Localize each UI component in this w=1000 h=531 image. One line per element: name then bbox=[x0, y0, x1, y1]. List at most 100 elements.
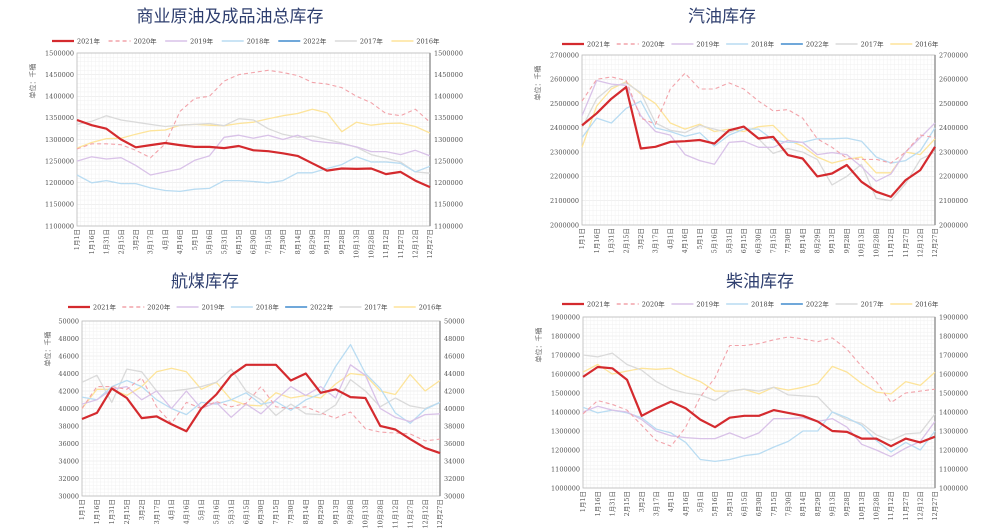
y-tick-label-left: 1400000 bbox=[551, 408, 580, 416]
y-tick-label-right: 48000 bbox=[444, 335, 465, 343]
legend-item[interactable]: 2020年 bbox=[616, 39, 666, 48]
chart-title: 柴油库存 bbox=[726, 272, 794, 292]
legend-item[interactable]: 2018年 bbox=[726, 39, 775, 48]
legend-item[interactable]: 2019年 bbox=[671, 299, 720, 308]
legend-item[interactable]: 2020年 bbox=[108, 36, 158, 45]
y-tick-label-right: 1300000 bbox=[939, 427, 968, 435]
y-tick-label-left: 1900000 bbox=[551, 313, 580, 321]
x-tick-label: 1月1日 bbox=[578, 228, 586, 249]
y-tick-label-right: 50000 bbox=[444, 317, 465, 325]
legend-item[interactable]: 2020年 bbox=[122, 302, 171, 311]
series-line-2016 bbox=[582, 363, 936, 395]
x-tick-label: 9月13日 bbox=[829, 491, 837, 516]
x-tick-label: 6月30日 bbox=[755, 491, 763, 516]
legend-item[interactable]: 2016年 bbox=[391, 36, 440, 45]
x-tick-label: 1月16日 bbox=[93, 499, 101, 524]
legend-item[interactable]: 2019年 bbox=[165, 36, 214, 45]
y-tick-label-left: 42000 bbox=[58, 387, 79, 395]
chart-title: 汽油库存 bbox=[688, 7, 756, 27]
legend-item[interactable]: 2018年 bbox=[221, 36, 271, 45]
x-tick-label: 9月28日 bbox=[338, 229, 346, 254]
x-tick-label: 7月30日 bbox=[287, 499, 295, 524]
legend-item[interactable]: 2016年 bbox=[393, 302, 443, 311]
legend-item[interactable]: 2021年 bbox=[562, 299, 611, 308]
legend-item[interactable]: 2019年 bbox=[176, 302, 226, 311]
x-tick-label: 5月31日 bbox=[725, 228, 733, 253]
legend-label: 2018年 bbox=[751, 39, 775, 48]
grid bbox=[76, 52, 431, 227]
x-tick-label: 5月16日 bbox=[711, 228, 719, 253]
legend-item[interactable]: 2022年 bbox=[780, 299, 830, 308]
legend-label: 2021年 bbox=[587, 39, 611, 48]
legend-label: 2017年 bbox=[861, 39, 885, 48]
x-tick-label: 1月1日 bbox=[73, 229, 81, 250]
series-line-2021 bbox=[81, 363, 441, 455]
series-line-2017 bbox=[81, 368, 441, 417]
legend-item[interactable]: 2017年 bbox=[835, 299, 885, 308]
legend-item[interactable]: 2018年 bbox=[726, 299, 775, 308]
x-tick-label: 9月13日 bbox=[332, 499, 340, 524]
x-tick-label: 5月31日 bbox=[220, 229, 228, 254]
x-tick-label: 10月13日 bbox=[858, 491, 866, 521]
legend-label: 2016年 bbox=[416, 36, 440, 45]
legend-label: 2017年 bbox=[861, 299, 885, 308]
x-tick-label: 2月15日 bbox=[622, 228, 630, 253]
y-tick-label-right: 1500000 bbox=[939, 389, 968, 397]
x-tick-label: 10月13日 bbox=[353, 229, 361, 259]
y-tick-label-left: 1100000 bbox=[45, 222, 74, 230]
legend-item[interactable]: 2019年 bbox=[671, 39, 720, 48]
legend-item[interactable]: 2016年 bbox=[890, 39, 939, 48]
y-tick-label-right: 2500000 bbox=[939, 100, 968, 108]
x-tick-label: 1月1日 bbox=[78, 499, 86, 520]
y-tick-label-right: 1200000 bbox=[434, 179, 463, 187]
legend-item[interactable]: 2021年 bbox=[562, 39, 611, 48]
legend-label: 2018年 bbox=[247, 36, 271, 45]
x-tick-label: 7月15日 bbox=[769, 228, 777, 253]
legend-item[interactable]: 2022年 bbox=[780, 39, 830, 48]
legend-item[interactable]: 2021年 bbox=[52, 36, 101, 45]
chart-title: 航煤库存 bbox=[171, 272, 239, 292]
y-tick-label-right: 1250000 bbox=[434, 157, 463, 165]
legend-item[interactable]: 2022年 bbox=[278, 36, 327, 45]
y-tick-label-right: 2000000 bbox=[939, 221, 968, 229]
x-tick-label: 5月1日 bbox=[696, 228, 704, 249]
y-tick-label-right: 2400000 bbox=[939, 124, 968, 132]
y-tick-label-left: 1000000 bbox=[551, 484, 580, 492]
series-line-2020 bbox=[581, 72, 936, 164]
x-tick-label: 10月28日 bbox=[873, 491, 881, 521]
x-tick-label: 11月12日 bbox=[382, 229, 390, 259]
legend-item[interactable]: 2017年 bbox=[339, 302, 388, 311]
x-tick-label: 5月16日 bbox=[711, 491, 719, 516]
legend-item[interactable]: 2016年 bbox=[890, 299, 939, 308]
y-tick-label-left: 1500000 bbox=[45, 49, 74, 57]
series-line-2019 bbox=[76, 134, 431, 176]
x-tick-label: 4月1日 bbox=[667, 491, 675, 512]
x-tick-label: 8月14日 bbox=[799, 228, 807, 253]
legend-label: 2022年 bbox=[806, 299, 830, 308]
x-tick-label: 9月13日 bbox=[828, 228, 836, 253]
series-line-2021 bbox=[581, 85, 936, 198]
legend-item[interactable]: 2017年 bbox=[334, 36, 384, 45]
y-tick-label-right: 1900000 bbox=[939, 313, 968, 321]
x-tick-label: 2月15日 bbox=[117, 229, 125, 254]
y-tick-label-left: 1300000 bbox=[45, 136, 74, 144]
y-tick-label-left: 38000 bbox=[58, 422, 79, 430]
legend-label: 2022年 bbox=[806, 39, 830, 48]
x-tick-label: 6月30日 bbox=[257, 499, 265, 524]
legend-label: 2017年 bbox=[364, 302, 388, 311]
series-line-2019 bbox=[81, 364, 441, 423]
y-tick-label-right: 2600000 bbox=[939, 76, 968, 84]
legend-label: 2019年 bbox=[190, 36, 214, 45]
x-tick-label: 12月27日 bbox=[931, 491, 939, 521]
legend-item[interactable]: 2017年 bbox=[835, 39, 885, 48]
legend-item[interactable]: 2022年 bbox=[285, 302, 334, 311]
legend-item[interactable]: 2021年 bbox=[68, 302, 117, 311]
x-tick-label: 1月16日 bbox=[88, 229, 96, 254]
x-tick-label: 1月31日 bbox=[108, 499, 116, 524]
x-tick-label: 6月15日 bbox=[740, 228, 748, 253]
legend-item[interactable]: 2018年 bbox=[230, 302, 280, 311]
x-tick-label: 5月1日 bbox=[191, 229, 199, 250]
legend-item[interactable]: 2020年 bbox=[616, 299, 666, 308]
y-tick-label-right: 1300000 bbox=[434, 136, 463, 144]
